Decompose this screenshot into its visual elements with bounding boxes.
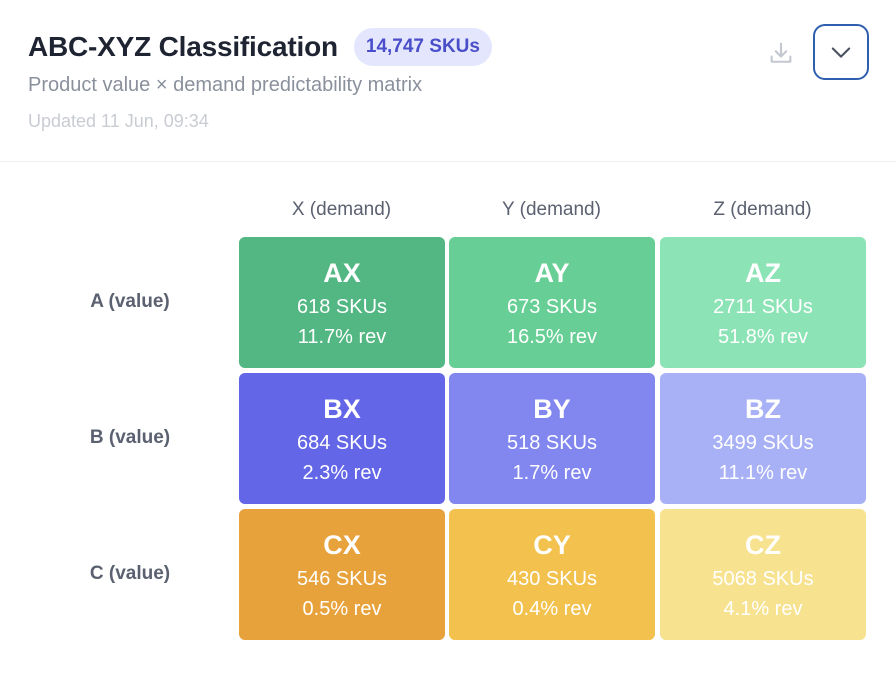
cell-revenue-share: 51.8% rev [717,326,809,348]
cell-sku-count: 618 SKUs [296,296,388,318]
collapse-button[interactable] [813,24,869,80]
cell-sku-count: 684 SKUs [296,432,388,454]
cell-code: BX [323,394,361,424]
cell-revenue-share: 2.3% rev [302,462,382,484]
row-header-b: B (value) [89,427,171,448]
download-icon [770,42,792,63]
cell-code: CY [533,530,571,560]
cell-code: BZ [745,394,781,424]
matrix-cell-bx[interactable]: BX 684 SKUs 2.3% rev [239,373,445,504]
cell-code: CZ [745,530,781,560]
cell-code: AZ [745,258,781,288]
download-button[interactable] [764,36,798,70]
matrix-cell-cy[interactable]: CY 430 SKUs 0.4% rev [449,509,655,640]
matrix-cell-cz[interactable]: CZ 5068 SKUs 4.1% rev [660,509,866,640]
cell-code: AY [534,258,570,288]
matrix-cell-cx[interactable]: CX 546 SKUs 0.5% rev [239,509,445,640]
cell-sku-count: 518 SKUs [506,432,598,454]
cell-revenue-share: 0.5% rev [302,598,382,620]
cell-revenue-share: 16.5% rev [506,326,598,348]
cell-revenue-share: 1.7% rev [512,462,592,484]
cell-code: CX [323,530,361,560]
sku-count-badge: 14,747 SKUs [353,28,492,66]
chevron-down-icon [831,47,851,58]
matrix-cell-ay[interactable]: AY 673 SKUs 16.5% rev [449,237,655,368]
column-header-y: Y (demand) [502,199,601,220]
matrix-cell-ax[interactable]: AX 618 SKUs 11.7% rev [239,237,445,368]
card-header: ABC-XYZ Classification 14,747 SKUs Produ… [0,0,896,162]
cell-sku-count: 2711 SKUs [713,296,813,318]
updated-timestamp: Updated 11 Jun, 09:34 [28,111,209,131]
title-row: ABC-XYZ Classification 14,747 SKUs [28,28,492,66]
matrix-cell-by[interactable]: BY 518 SKUs 1.7% rev [449,373,655,504]
cell-code: AX [323,258,361,288]
cell-sku-count: 546 SKUs [296,568,388,590]
matrix-cell-bz[interactable]: BZ 3499 SKUs 11.1% rev [660,373,866,504]
cell-sku-count: 5068 SKUs [712,568,814,590]
row-header-a: A (value) [90,291,170,312]
cell-revenue-share: 4.1% rev [723,598,803,620]
card-subtitle: Product value × demand predictability ma… [28,74,423,96]
cell-revenue-share: 11.1% rev [718,462,808,484]
cell-sku-count: 673 SKUs [506,296,598,318]
row-header-c: C (value) [89,563,171,584]
card-title: ABC-XYZ Classification [28,31,338,62]
column-header-x: X (demand) [291,199,392,220]
cell-code: BY [533,394,571,424]
cell-revenue-share: 11.7% rev [297,326,387,348]
column-header-z: Z (demand) [713,199,812,220]
cell-sku-count: 3499 SKUs [712,432,814,454]
cell-revenue-share: 0.4% rev [512,598,592,620]
cell-sku-count: 430 SKUs [506,568,598,590]
matrix-cell-az[interactable]: AZ 2711 SKUs 51.8% rev [660,237,866,368]
